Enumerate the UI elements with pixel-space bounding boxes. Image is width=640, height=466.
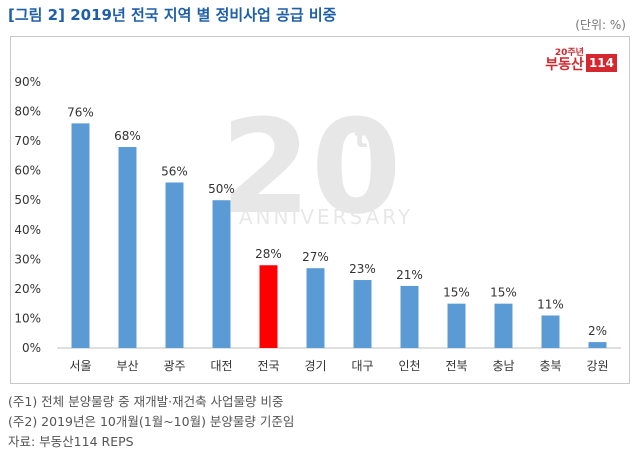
data-label: 11% bbox=[537, 297, 564, 311]
data-label: 68% bbox=[114, 129, 141, 143]
x-tick-label: 부산 bbox=[116, 359, 138, 373]
bar-chart: 20 th ANNIVERSARY 0% 10% 20% 30% 40% 50% 60% 70… bbox=[14, 75, 621, 373]
x-tick-label: 서울 bbox=[69, 359, 91, 373]
data-label: 21% bbox=[396, 268, 423, 282]
x-tick-label: 대전 bbox=[210, 359, 232, 373]
y-tick-label: 90% bbox=[14, 75, 41, 89]
footnote-2: (주2) 2019년은 10개월(1월~10월) 분양물량 기준임 bbox=[8, 414, 295, 429]
y-axis: 0% 10% 20% 30% 40% 50% 60% 70% 80% 90% bbox=[14, 75, 41, 355]
y-tick-label: 70% bbox=[14, 134, 41, 148]
bars-group: 76% 68% 56% 50% 28% 27% 23% 21% 15% 15% 11% 2% bbox=[67, 105, 607, 348]
y-tick-label: 10% bbox=[14, 311, 41, 325]
data-label: 15% bbox=[490, 286, 517, 300]
x-tick-label: 충북 bbox=[539, 359, 561, 373]
data-label: 56% bbox=[161, 164, 188, 178]
data-label: 27% bbox=[302, 250, 329, 264]
chart-panel: 20주년 부동산 114 20 th ANNIVERSARY 0% 10% 20% 3… bbox=[10, 36, 630, 384]
logo-main-text: 부동산 bbox=[545, 57, 584, 73]
logo-box: 114 bbox=[585, 54, 617, 72]
data-label: 2% bbox=[588, 324, 607, 338]
data-label: 50% bbox=[208, 182, 235, 196]
y-tick-label: 20% bbox=[14, 282, 41, 296]
bar-전북 bbox=[447, 303, 466, 348]
figure-title: [그림 2] 2019년 전국 지역 별 정비사업 공급 비중 bbox=[8, 6, 337, 24]
bar-충북 bbox=[541, 315, 560, 348]
x-tick-label: 광주 bbox=[163, 359, 185, 373]
data-label: 76% bbox=[67, 105, 94, 119]
unit-label: (단위: %) bbox=[575, 18, 626, 32]
watermark-number: 20 bbox=[221, 91, 402, 243]
y-tick-label: 30% bbox=[14, 252, 41, 266]
bar-대구 bbox=[353, 280, 372, 348]
bar-부산 bbox=[118, 147, 137, 348]
data-label: 28% bbox=[255, 247, 282, 261]
logo-anniversary: 20주년 bbox=[554, 48, 584, 58]
bar-인천 bbox=[400, 285, 419, 348]
footnote-1: (주1) 전체 분양물량 중 재개발·재건축 사업물량 비중 bbox=[8, 394, 284, 409]
x-tick-label: 강원 bbox=[586, 359, 608, 373]
x-tick-label: 경기 bbox=[304, 359, 326, 373]
watermark: 20 th ANNIVERSARY bbox=[221, 91, 413, 243]
x-tick-label: 전국 bbox=[257, 359, 279, 373]
footnotes: (주1) 전체 분양물량 중 재개발·재건축 사업물량 비중 (주2) 2019… bbox=[8, 392, 294, 452]
y-tick-label: 60% bbox=[14, 164, 41, 178]
bar-강원 bbox=[588, 342, 607, 348]
data-label: 15% bbox=[443, 286, 470, 300]
bar-경기 bbox=[306, 268, 325, 348]
bar-전국 bbox=[259, 265, 278, 348]
bar-서울 bbox=[71, 123, 90, 348]
x-tick-label: 인천 bbox=[398, 358, 420, 373]
x-tick-label: 충남 bbox=[492, 359, 514, 373]
y-tick-label: 50% bbox=[14, 193, 41, 207]
data-label: 23% bbox=[349, 262, 376, 276]
x-axis-labels: 서울 부산 광주 대전 전국 경기 대구 인천 전북 충남 충북 강원 bbox=[69, 358, 608, 373]
bar-대전 bbox=[212, 200, 231, 348]
bar-광주 bbox=[165, 182, 184, 348]
x-tick-label: 대구 bbox=[351, 359, 373, 373]
source-note: 자료: 부동산114 REPS bbox=[8, 434, 134, 449]
x-tick-label: 전북 bbox=[445, 359, 467, 373]
brand-logo: 20주년 부동산 114 bbox=[545, 49, 617, 72]
watermark-text: ANNIVERSARY bbox=[239, 205, 413, 229]
y-tick-label: 40% bbox=[14, 223, 41, 237]
y-tick-label: 0% bbox=[22, 341, 41, 355]
y-tick-label: 80% bbox=[14, 105, 41, 119]
bar-충남 bbox=[494, 303, 513, 348]
watermark-suffix: th bbox=[354, 121, 387, 154]
